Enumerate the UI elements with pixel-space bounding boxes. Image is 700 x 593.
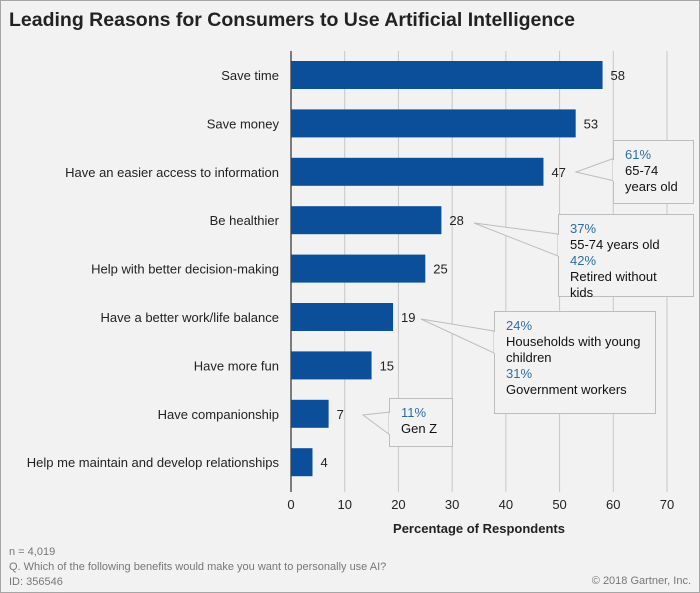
callout-pointer-join	[558, 235, 560, 256]
category-label: Have an easier access to information	[65, 165, 279, 180]
callout-pointer	[574, 157, 614, 182]
category-label: Help me maintain and develop relationshi…	[27, 455, 280, 470]
value-label: 25	[433, 262, 447, 277]
bar	[291, 157, 544, 186]
callout-text: Gen Z	[401, 421, 438, 436]
x-tick-label: 10	[337, 497, 351, 512]
x-tick-label: 60	[606, 497, 620, 512]
category-label: Be healthier	[210, 213, 280, 228]
callout-pointer	[420, 318, 495, 354]
value-label: 4	[320, 455, 327, 470]
callout-pointer	[473, 222, 559, 257]
callout-box: 61% 65-74 years old	[613, 140, 694, 204]
callout-pointer-join	[389, 413, 391, 435]
callout-pointer-join	[494, 332, 496, 353]
x-tick-label: 70	[660, 497, 674, 512]
callout-text: Government workers	[506, 382, 627, 397]
callout-box: 24% Households with young children 31% Gove…	[494, 311, 656, 414]
x-tick-label: 30	[445, 497, 459, 512]
bar	[291, 254, 426, 283]
callout-percent: 11%	[401, 405, 427, 420]
callout-percent: 61%	[625, 147, 652, 162]
survey-question: Q. Which of the following benefits would…	[9, 561, 387, 573]
category-label: Have more fun	[194, 358, 279, 373]
category-label: Save money	[207, 116, 280, 131]
bar	[291, 351, 372, 380]
copyright: © 2018 Gartner, Inc.	[591, 575, 691, 587]
bar	[291, 399, 329, 428]
category-label: Help with better decision-making	[91, 262, 279, 277]
callout-text: 65-74 years old	[625, 163, 678, 194]
sample-size: n = 4,019	[9, 546, 56, 558]
bar	[291, 303, 394, 331]
callout-text: Households with young children	[506, 334, 641, 365]
chart-id: ID: 356546	[9, 576, 63, 588]
value-label: 15	[380, 358, 394, 373]
bar	[291, 448, 313, 477]
value-label: 53	[584, 116, 598, 131]
bar	[291, 61, 603, 89]
category-label: Have a better work/life balance	[101, 310, 279, 325]
callout-pointer	[361, 411, 390, 436]
value-label: 19	[401, 310, 415, 325]
value-label: 58	[611, 68, 625, 83]
x-tick-label: 40	[499, 497, 513, 512]
category-label: Save time	[221, 68, 279, 83]
category-label: Have companionship	[158, 407, 279, 422]
callout-percent: 24%	[506, 318, 533, 333]
callout-box: 11% Gen Z	[389, 398, 453, 447]
callout-text: Retired without kids	[570, 269, 657, 300]
x-tick-label: 50	[552, 497, 566, 512]
callout-text: 55-74 years old	[570, 237, 660, 252]
value-label: 28	[449, 213, 463, 228]
bar	[291, 109, 576, 138]
value-label: 7	[337, 407, 344, 422]
chart-title: Leading Reasons for Consumers to Use Art…	[9, 9, 575, 31]
x-axis-label: Percentage of Respondents	[393, 521, 565, 536]
callout-pointer-join	[613, 159, 615, 181]
callout-percent: 42%	[570, 253, 597, 268]
value-label: 47	[551, 165, 565, 180]
x-tick-label: 0	[287, 497, 294, 512]
x-tick-label: 20	[391, 497, 405, 512]
callout-percent: 31%	[506, 366, 533, 381]
callout-box: 37% 55-74 years old 42% Retired without kid…	[558, 214, 694, 300]
bar	[291, 206, 442, 235]
callout-percent: 37%	[570, 221, 597, 236]
